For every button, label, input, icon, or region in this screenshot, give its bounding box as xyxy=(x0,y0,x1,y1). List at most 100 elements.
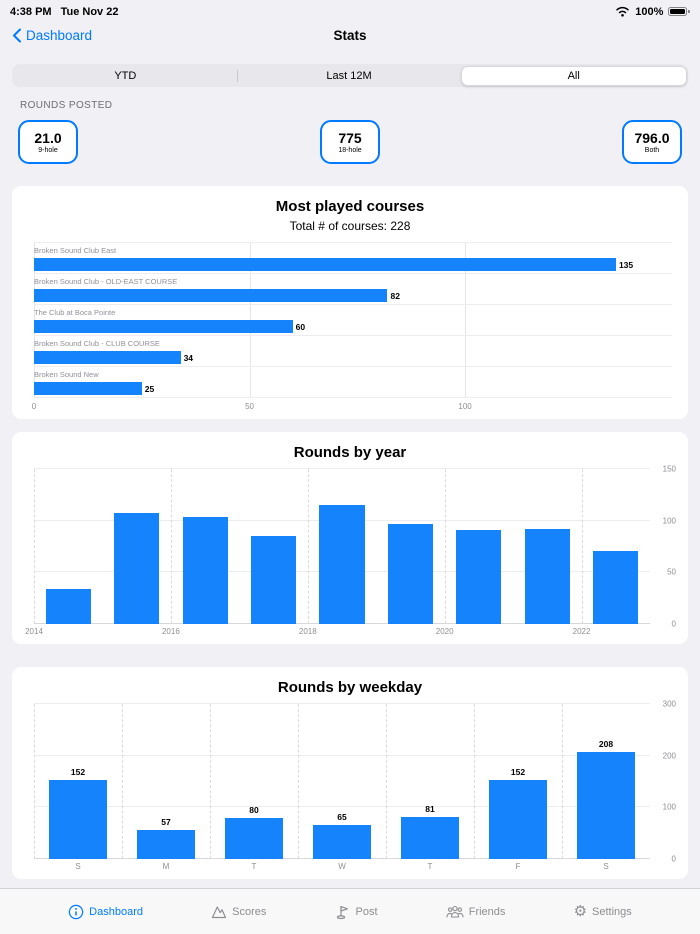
course-label: Broken Sound Club - OLD-EAST COURSE xyxy=(34,277,178,286)
tab-scores[interactable]: Scores xyxy=(211,904,266,920)
x-tick-label: 2016 xyxy=(161,627,180,636)
stat-label: 18-hole xyxy=(338,147,362,155)
x-dashed-gridline xyxy=(444,469,446,624)
chart-subtitle: Total # of courses: 228 xyxy=(289,219,411,233)
back-button[interactable]: Dashboard xyxy=(12,28,92,43)
tab-settings[interactable]: ⚙ Settings xyxy=(574,904,632,919)
bar-slot: 65 xyxy=(298,704,386,859)
bar xyxy=(456,529,502,624)
hbar-gridlines xyxy=(34,242,672,397)
rounds-by-weekday-chart: 0 100 200 300 152 57 80 65 81 152 208 S M T W T F S xyxy=(20,700,680,873)
x-axis: 2014 2016 2018 2020 2022 xyxy=(25,624,650,638)
x-tick-label: T xyxy=(251,862,257,871)
bar-value-label: 57 xyxy=(161,816,171,827)
x-tick-label: 100 xyxy=(458,402,472,411)
x-tick-label: 2020 xyxy=(435,627,454,636)
back-button-label: Dashboard xyxy=(26,27,93,43)
status-date: Tue Nov 22 xyxy=(60,5,119,18)
y-tick-label: 0 xyxy=(671,619,676,629)
bar-slot xyxy=(445,469,513,624)
y-gridline xyxy=(34,806,650,808)
tab-post[interactable]: Post xyxy=(335,904,378,920)
bar-slot xyxy=(376,469,444,624)
bar-value-label: 81 xyxy=(425,804,435,815)
course-row: Broken Sound Club - OLD-EAST COURSE 82 xyxy=(34,273,672,304)
status-left: 4:38 PM Tue Nov 22 xyxy=(10,6,118,18)
course-label: Broken Sound Club East xyxy=(34,246,117,255)
bar xyxy=(593,550,639,624)
x-tick-label: M xyxy=(162,862,170,871)
chart-title: Most played courses xyxy=(275,198,425,215)
stat-card-both[interactable]: 796.0 Both xyxy=(622,120,682,164)
course-bar xyxy=(34,351,181,364)
course-row: Broken Sound Club East 135 xyxy=(34,242,672,273)
course-row: Broken Sound Club - CLUB COURSE 34 xyxy=(34,335,672,366)
x-dashed-gridline xyxy=(210,704,211,859)
x-tick-label: 2022 xyxy=(572,627,591,636)
info-icon xyxy=(68,904,84,919)
tab-friends[interactable]: Friends xyxy=(446,904,506,920)
chart-title: Rounds by weekday xyxy=(277,679,423,696)
tab-label: Friends xyxy=(468,905,506,918)
bar-slot: 57 xyxy=(122,704,210,859)
course-bar xyxy=(34,320,293,333)
bar-value-label: 152 xyxy=(70,767,86,778)
course-label: Broken Sound New xyxy=(34,370,99,379)
tab-label: Dashboard xyxy=(89,905,143,918)
bar-slot: 80 xyxy=(210,704,298,859)
stat-value: 775 xyxy=(338,129,362,146)
x-tick-label: 0 xyxy=(31,402,37,411)
segmented-control: YTD Last 12M All xyxy=(12,64,688,87)
chart-title: Rounds by year xyxy=(293,444,407,461)
status-right: 100% xyxy=(615,6,690,18)
course-row: Broken Sound New 25 xyxy=(34,366,672,397)
people-icon xyxy=(446,905,464,918)
bar-slot xyxy=(102,469,170,624)
course-label: The Club at Boca Pointe xyxy=(34,308,116,317)
most-played-courses-card: Most played courses Total # of courses: … xyxy=(12,186,688,419)
stat-label: Both xyxy=(644,147,660,155)
bar-slot xyxy=(308,469,376,624)
x-tick-label: 50 xyxy=(245,402,254,411)
stat-card-18-hole[interactable]: 775 18-hole xyxy=(320,120,380,164)
x-dashed-gridline xyxy=(307,469,309,624)
plot-area: 0 100 200 300 152 57 80 65 81 152 208 xyxy=(34,700,676,864)
segment-last-12m[interactable]: Last 12M xyxy=(237,66,461,86)
course-bar xyxy=(34,382,142,395)
status-time: 4:38 PM xyxy=(10,5,52,18)
stat-value: 21.0 xyxy=(34,129,62,146)
battery-icon xyxy=(668,6,688,17)
bar xyxy=(319,505,365,624)
course-value-label: 135 xyxy=(618,259,634,270)
bar-value-label: 208 xyxy=(598,738,614,749)
bar xyxy=(224,817,284,859)
bar xyxy=(400,817,460,859)
status-bar: 4:38 PM Tue Nov 22 100% xyxy=(0,0,700,20)
course-value-label: 25 xyxy=(144,383,155,394)
bar-slot xyxy=(34,469,102,624)
bar-slot: 152 xyxy=(474,704,562,859)
rounds-by-weekday-card: Rounds by weekday 0 100 200 300 152 57 80 65 81 1… xyxy=(12,667,688,879)
course-bar-track: 25 xyxy=(34,382,672,395)
x-tick-label: 2018 xyxy=(298,627,317,636)
tab-dashboard[interactable]: Dashboard xyxy=(68,904,143,920)
stat-value: 796.0 xyxy=(634,129,670,146)
y-tick-label: 300 xyxy=(662,699,676,709)
course-bar-track: 135 xyxy=(34,258,672,271)
y-tick-label: 150 xyxy=(662,464,676,474)
stat-card-9-hole[interactable]: 21.0 9-hole xyxy=(18,120,78,164)
x-tick-label: 2014 xyxy=(25,627,43,636)
bar-slot: 81 xyxy=(386,704,474,859)
x-gridline xyxy=(465,242,467,397)
y-tick-label: 200 xyxy=(662,751,676,761)
bar-slot: 208 xyxy=(562,704,650,859)
bar-value-label: 80 xyxy=(249,804,259,815)
segment-all[interactable]: All xyxy=(460,65,687,86)
rounds-by-year-card: Rounds by year 0 50 100 150 2014 2016 2018 202… xyxy=(12,432,688,644)
segment-ytd[interactable]: YTD xyxy=(114,69,137,82)
bar-slot xyxy=(239,469,307,624)
x-gridline xyxy=(249,242,251,397)
course-bar-track: 34 xyxy=(34,351,672,364)
tab-label: Scores xyxy=(232,905,267,918)
